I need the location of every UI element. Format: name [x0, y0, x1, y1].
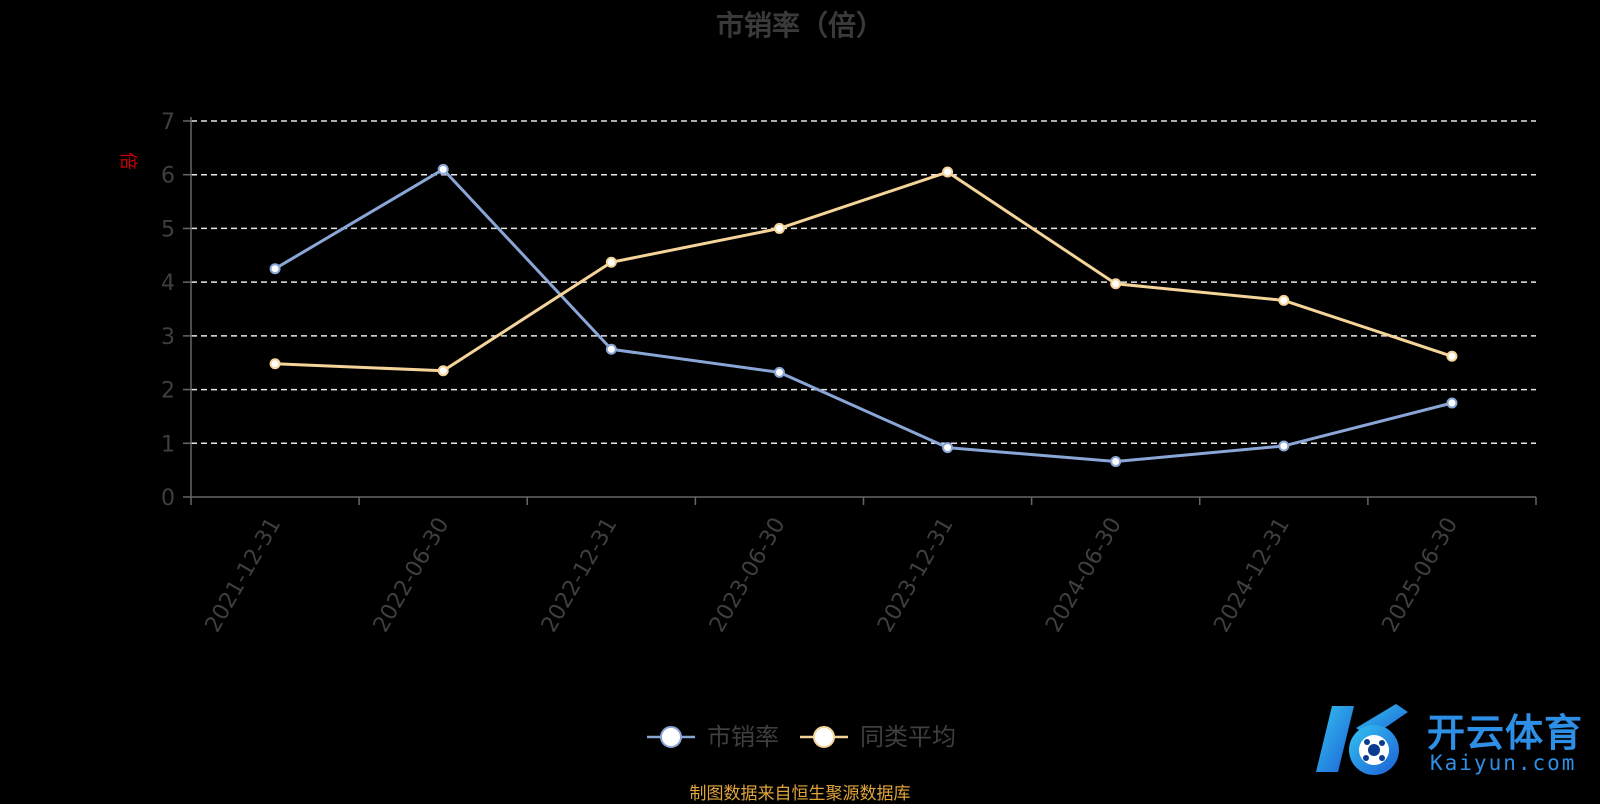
brand-logo-icon: [1316, 704, 1408, 775]
y-tick-label: 3: [161, 325, 175, 350]
y-tick-label: 0: [161, 486, 175, 511]
x-tick-label: 2025-06-30: [1378, 514, 1464, 637]
brand-watermark: 开云体育 Kaiyun.com: [1312, 698, 1592, 780]
x-tick-label: 2024-06-30: [1041, 514, 1127, 637]
y-tick-label: 7: [161, 110, 175, 135]
data-point: [1446, 397, 1458, 409]
y-tick-label: 1: [161, 432, 175, 457]
y-axis-label: 倍: [117, 152, 138, 170]
y-tick-label: 4: [161, 271, 175, 296]
legend-label: 同类平均: [860, 723, 956, 751]
data-point: [1446, 350, 1458, 362]
data-point: [773, 222, 785, 234]
y-tick-label: 6: [161, 164, 175, 189]
x-tick-label: 2021-12-31: [201, 514, 287, 637]
data-point: [942, 442, 954, 454]
legend-label: 市销率: [707, 723, 779, 751]
series-line-1: [274, 167, 1453, 464]
x-tick-label: 2023-06-30: [705, 514, 791, 637]
data-point: [269, 263, 281, 275]
data-point: [605, 343, 617, 355]
data-point: [437, 163, 449, 175]
data-point: [269, 358, 281, 370]
data-point: [437, 365, 449, 377]
data-point: [1110, 278, 1122, 290]
legend-marker: [660, 726, 682, 748]
data-point: [605, 256, 617, 268]
source-note: 制图数据来自恒生聚源数据库: [689, 784, 911, 804]
data-point: [1278, 294, 1290, 306]
data-point: [1110, 456, 1122, 468]
series-line-2: [275, 170, 1453, 373]
brand-name-en: Kaiyun.com: [1430, 751, 1577, 775]
chart-title: 市销率（倍）: [715, 9, 884, 42]
y-tick-label: 5: [161, 217, 175, 242]
brand-name-cn: 开云体育: [1427, 711, 1584, 755]
x-tick-label: 2024-12-31: [1209, 514, 1295, 637]
x-tick-label: 2022-12-31: [537, 514, 623, 637]
data-point: [1278, 440, 1290, 452]
x-tick-label: 2022-06-30: [369, 514, 455, 637]
x-tick-label: 2023-12-31: [873, 514, 959, 637]
legend-marker: [813, 726, 835, 748]
data-point: [773, 366, 785, 378]
data-point: [942, 166, 954, 178]
y-tick-label: 2: [161, 379, 175, 404]
